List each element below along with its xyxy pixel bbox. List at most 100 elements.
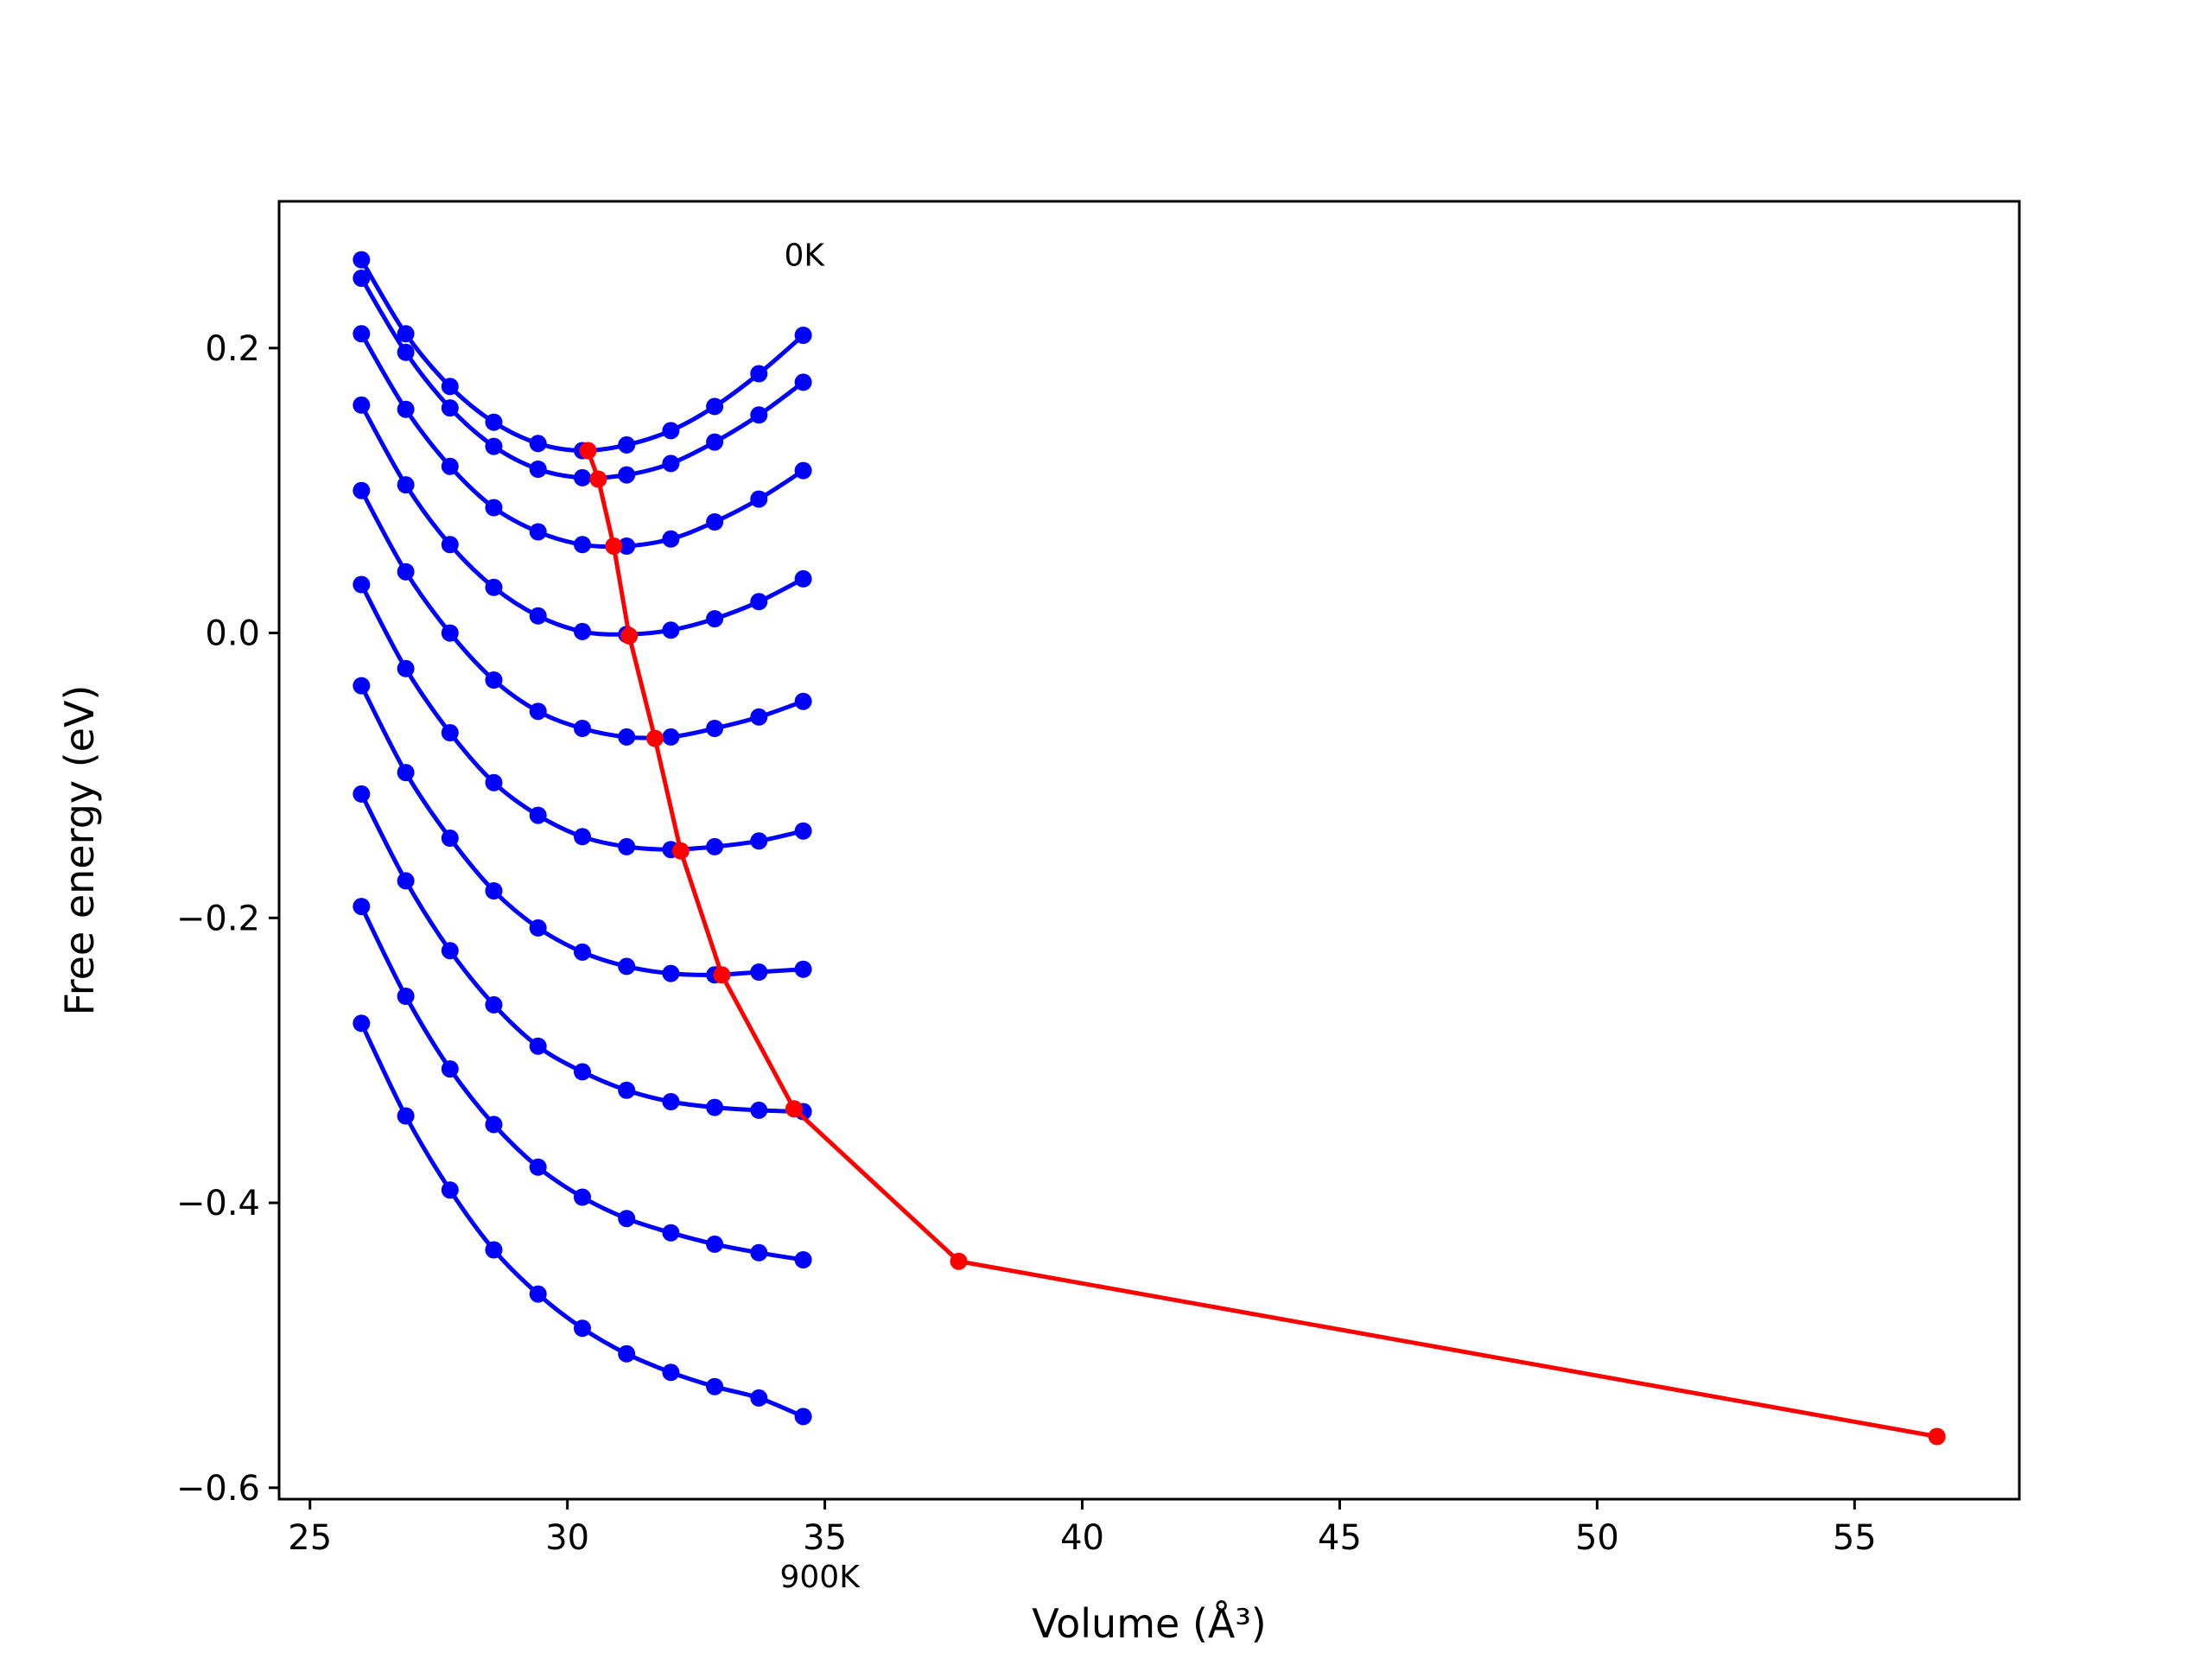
curve-4-point-0 [353, 481, 371, 499]
curve-2-point-2 [441, 457, 459, 475]
curve-7-point-7 [662, 1093, 680, 1110]
curve-3-point-9 [750, 593, 768, 611]
annotation-900k: 900K [779, 1560, 861, 1595]
curve-1-point-1 [397, 343, 415, 361]
curve-9-point-7 [662, 1363, 680, 1382]
y-tick-label-3: 0.0 [205, 614, 260, 654]
curve-6-point-6 [618, 957, 636, 976]
curve-2-point-8 [706, 513, 724, 531]
curve-7-point-5 [574, 1063, 591, 1081]
curve-0-point-3 [485, 413, 503, 431]
curve-9-point-8 [706, 1377, 724, 1395]
curve-1-point-8 [706, 433, 724, 451]
equilibrium-point-1 [589, 470, 607, 488]
y-tick-label-1: −0.4 [176, 1184, 260, 1224]
curve-7-point-3 [485, 995, 503, 1014]
equilibrium-point-7 [785, 1100, 803, 1118]
y-tick-label-2: −0.2 [176, 899, 260, 938]
curve-4-point-4 [529, 702, 547, 721]
curve-2-point-6 [618, 537, 636, 555]
curve-2-point-4 [529, 523, 547, 541]
curve-5-point-2 [441, 724, 459, 741]
curve-0-point-2 [441, 378, 459, 396]
curve-4-point-10 [794, 692, 812, 710]
y-axis-ticks: −0.6 −0.4 −0.2 0.0 0.2 [176, 329, 279, 1509]
curve-2-point-1 [397, 400, 415, 418]
curve-1-point-4 [529, 461, 547, 478]
curve-7-point-0 [353, 785, 371, 803]
equilibrium-point-3 [620, 626, 639, 645]
x-axis-title: Volume (Å³) [1032, 1600, 1267, 1647]
curve-2-point-5 [574, 536, 591, 554]
curve-5-point-9 [750, 832, 768, 850]
curve-4-point-8 [706, 720, 724, 737]
equilibrium-point-9 [1928, 1427, 1946, 1446]
curve-9-point-10 [794, 1408, 812, 1426]
curve-5-point-8 [706, 837, 724, 855]
plot-frame [277, 200, 2021, 1501]
x-tick-label-5: 50 [1575, 1518, 1619, 1558]
curve-7-point-2 [441, 942, 459, 960]
curve-7-point-8 [706, 1098, 724, 1116]
equilibrium-point-0 [579, 442, 597, 460]
curve-8-point-3 [485, 1116, 503, 1134]
y-axis-title: Free energy (eV) [56, 685, 103, 1016]
equilibrium-point-8 [950, 1252, 968, 1270]
curve-7-point-4 [529, 1037, 547, 1055]
curve-1-point-2 [441, 399, 459, 417]
curve-9-point-4 [529, 1285, 547, 1303]
curve-6-point-9 [750, 963, 768, 981]
curve-0-point-4 [529, 435, 547, 453]
curve-1-point-5 [574, 468, 591, 486]
curve-5-point-6 [618, 837, 636, 855]
curve-6-point-5 [574, 943, 591, 961]
curve-2-point-7 [662, 530, 680, 548]
curve-4-point-3 [485, 671, 503, 689]
curve-1-point-10 [794, 373, 812, 391]
curve-9-point-1 [397, 1107, 415, 1125]
equilibrium-point-2 [605, 537, 623, 555]
curve-2-point-9 [750, 490, 768, 508]
curve-5-point-10 [794, 822, 812, 840]
curve-1-point-9 [750, 406, 768, 424]
curve-3-point-10 [794, 569, 812, 588]
curve-3-point-0 [353, 396, 371, 414]
curve-0-point-10 [794, 327, 812, 344]
curve-8-point-9 [750, 1243, 768, 1262]
curve-5-point-5 [574, 828, 591, 846]
curve-0-point-0 [353, 251, 371, 269]
curve-8-point-4 [529, 1158, 547, 1176]
curve-5-point-4 [529, 806, 547, 824]
y-tick-label-4: 0.2 [205, 329, 260, 369]
curve-3-point-2 [441, 536, 459, 554]
curve-3-point-1 [397, 476, 415, 494]
curve-4-point-5 [574, 720, 591, 737]
curve-4-point-7 [662, 728, 680, 746]
annotation-0k: 0K [785, 238, 826, 274]
curve-4-point-2 [441, 624, 459, 642]
curve-1-point-6 [618, 466, 636, 484]
curve-9-point-3 [485, 1241, 503, 1259]
curve-2-point-0 [353, 325, 371, 343]
curve-7-point-6 [618, 1081, 636, 1099]
curve-3-point-8 [706, 610, 724, 628]
curve-6-point-4 [529, 918, 547, 937]
curve-3-point-3 [485, 578, 503, 596]
equilibrium-volume-path [579, 442, 1946, 1446]
x-tick-label-0: 25 [288, 1518, 332, 1558]
curve-9-point-5 [574, 1319, 591, 1338]
curve-8-point-5 [574, 1188, 591, 1206]
curve-8-point-0 [353, 898, 371, 916]
x-tick-label-6: 55 [1833, 1518, 1877, 1558]
curve-8-point-2 [441, 1060, 459, 1078]
curve-9-point-6 [618, 1344, 636, 1363]
curve-6-point-2 [441, 830, 459, 847]
curve-6-point-0 [353, 677, 371, 695]
curve-6-point-7 [662, 964, 680, 982]
curve-7-point-9 [750, 1101, 768, 1119]
x-tick-label-1: 30 [545, 1518, 589, 1558]
curve-4-point-9 [750, 708, 768, 726]
x-tick-label-2: 35 [803, 1518, 847, 1558]
